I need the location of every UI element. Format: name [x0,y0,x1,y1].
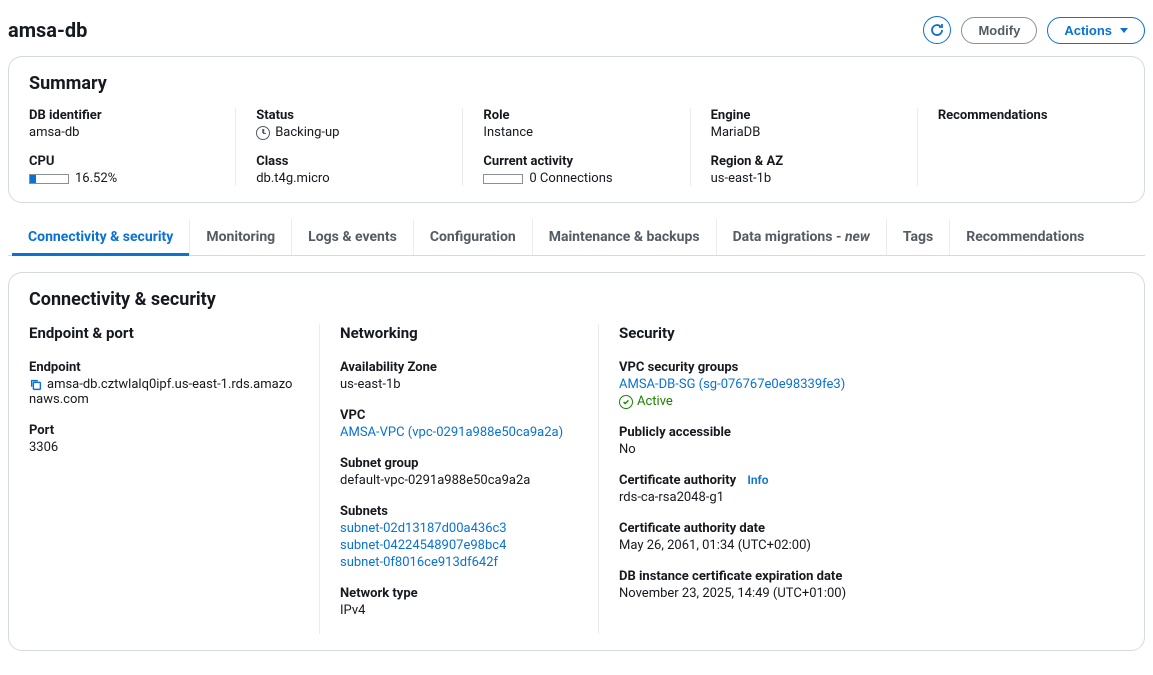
ca-info-link[interactable]: Info [747,473,768,487]
status-value: Backing-up [256,125,442,140]
az-value: us-east-1b [340,377,578,392]
endpoint-label: Endpoint [29,360,299,375]
port-value: 3306 [29,440,299,455]
az-label: Availability Zone [340,360,578,375]
ca-label: Certificate authority Info [619,473,1124,488]
cert-exp-label: DB instance certificate expiration date [619,569,1124,584]
ca-date-label: Certificate authority date [619,521,1124,536]
header-actions: Modify Actions [923,16,1145,44]
refresh-button[interactable] [923,16,951,44]
modify-button[interactable]: Modify [961,17,1037,44]
tab-maintenance[interactable]: Maintenance & backups [533,219,717,255]
vpc-link[interactable]: AMSA-VPC (vpc-0291a988e50ca9a2a) [340,425,563,440]
activity-label: Current activity [483,154,669,169]
tab-connectivity[interactable]: Connectivity & security [12,219,190,255]
cpu-value: 16.52% [75,171,117,186]
networking-heading: Networking [340,324,578,342]
tab-configuration[interactable]: Configuration [414,219,533,255]
security-heading: Security [619,324,1124,342]
tab-recommendations[interactable]: Recommendations [950,219,1100,255]
vpc-label: VPC [340,408,578,423]
sg-label: VPC security groups [619,360,1124,375]
endpoint-port-heading: Endpoint & port [29,324,299,342]
public-label: Publicly accessible [619,425,1124,440]
cpu-label: CPU [29,154,215,169]
recommendations-label: Recommendations [938,108,1124,123]
region-label: Region & AZ [711,154,897,169]
ca-date-value: May 26, 2061, 01:34 (UTC+02:00) [619,538,1124,553]
subnet-group-label: Subnet group [340,456,578,471]
subnet-link[interactable]: subnet-04224548907e98bc4 [340,538,578,553]
subnets-label: Subnets [340,504,578,519]
subnet-link[interactable]: subnet-02d13187d00a436c3 [340,521,578,536]
tab-logs[interactable]: Logs & events [292,219,414,255]
ca-value: rds-ca-rsa2048-g1 [619,490,1124,505]
actions-label: Actions [1064,23,1112,38]
engine-label: Engine [711,108,897,123]
connectivity-title: Connectivity & security [29,289,1124,310]
db-identifier-value: amsa-db [29,125,215,140]
summary-panel: Summary DB identifier amsa-db CPU 16.52%… [8,56,1145,203]
role-value: Instance [483,125,669,140]
role-label: Role [483,108,669,123]
public-value: No [619,442,1124,457]
network-type-value: IPv4 [340,603,578,618]
subnet-link[interactable]: subnet-0f8016ce913df642f [340,555,578,570]
cert-exp-value: November 23, 2025, 14:49 (UTC+01:00) [619,586,1124,601]
class-label: Class [256,154,442,169]
sg-status: Active [619,394,1124,409]
refresh-icon [929,22,945,38]
region-value: us-east-1b [711,171,897,186]
connectivity-panel: Connectivity & security Endpoint & port … [8,272,1145,651]
network-type-label: Network type [340,586,578,601]
status-label: Status [256,108,442,123]
subnet-group-value: default-vpc-0291a988e50ca9a2a [340,473,578,488]
engine-value: MariaDB [711,125,897,140]
class-value: db.t4g.micro [256,171,442,186]
cpu-progress: 16.52% [29,171,215,186]
tab-monitoring[interactable]: Monitoring [190,219,292,255]
activity-progress: 0 Connections [483,171,669,186]
check-circle-icon [619,395,633,409]
port-label: Port [29,423,299,438]
summary-title: Summary [29,73,1124,94]
endpoint-value: amsa-db.cztwlalq0ipf.us-east-1.rds.amazo… [29,377,299,407]
copy-icon[interactable] [29,378,43,392]
sg-link[interactable]: AMSA-DB-SG (sg-076767e0e98339fe3) [619,377,845,392]
actions-button[interactable]: Actions [1047,17,1145,44]
subnet-list: subnet-02d13187d00a436c3 subnet-042245489… [340,521,578,570]
page-title: amsa-db [8,18,87,42]
tab-tags[interactable]: Tags [887,219,950,255]
tab-migrations[interactable]: Data migrations - new [717,219,887,255]
detail-tabs: Connectivity & security Monitoring Logs … [8,219,1145,256]
clock-icon [256,126,270,140]
activity-value: 0 Connections [529,171,612,186]
db-identifier-label: DB identifier [29,108,215,123]
chevron-down-icon [1120,28,1128,33]
